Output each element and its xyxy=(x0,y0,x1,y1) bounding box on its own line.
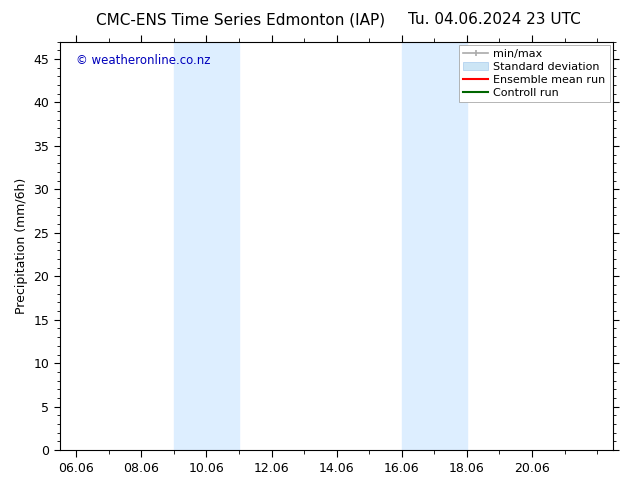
Text: Tu. 04.06.2024 23 UTC: Tu. 04.06.2024 23 UTC xyxy=(408,12,581,27)
Bar xyxy=(402,42,467,450)
Bar xyxy=(174,42,239,450)
Text: CMC-ENS Time Series Edmonton (IAP): CMC-ENS Time Series Edmonton (IAP) xyxy=(96,12,385,27)
Legend: min/max, Standard deviation, Ensemble mean run, Controll run: min/max, Standard deviation, Ensemble me… xyxy=(459,45,610,102)
Y-axis label: Precipitation (mm/6h): Precipitation (mm/6h) xyxy=(15,178,28,314)
Text: © weatheronline.co.nz: © weatheronline.co.nz xyxy=(77,54,211,67)
